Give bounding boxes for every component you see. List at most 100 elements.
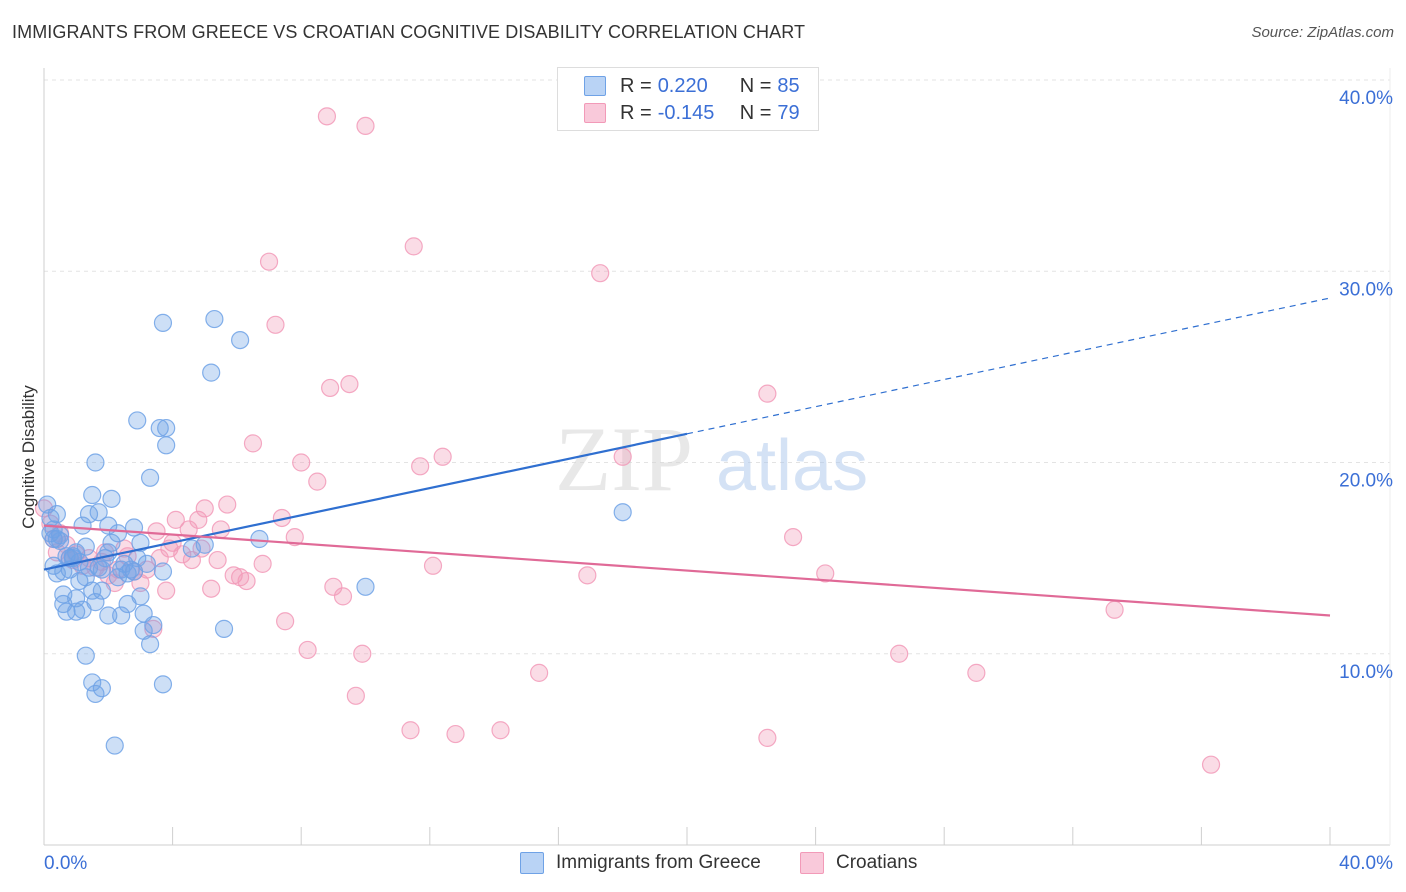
watermark: ZIP atlas [555, 408, 868, 510]
legend-swatch-croatians [584, 103, 606, 123]
data-point [266, 315, 285, 334]
data-point [157, 436, 176, 455]
legend-r-label: R = [620, 74, 652, 97]
data-point [308, 472, 327, 491]
legend-n-label: N = [739, 101, 772, 124]
data-point [411, 457, 430, 476]
data-point [57, 602, 76, 621]
data-point [317, 107, 337, 126]
data-point [76, 646, 95, 665]
data-point [404, 237, 423, 256]
data-point [214, 619, 234, 638]
data-point [76, 537, 95, 556]
data-point [231, 331, 250, 350]
chart-title: IMMIGRANTS FROM GREECE VS CROATIAN COGNI… [12, 22, 806, 42]
data-point [1201, 755, 1221, 774]
data-point [92, 581, 111, 600]
data-point [253, 554, 272, 573]
trend-line-greece [43, 432, 688, 571]
data-point [613, 503, 632, 522]
data-point [134, 621, 153, 640]
data-point [195, 499, 214, 518]
data-point [99, 606, 118, 625]
data-point [44, 520, 63, 539]
data-point [153, 675, 173, 694]
data-point [147, 522, 166, 541]
data-point [128, 411, 147, 430]
data-point [356, 577, 375, 596]
data-point [816, 564, 835, 583]
legend-r-label: R = [620, 101, 652, 124]
data-point [182, 539, 201, 558]
legend-item-greece[interactable]: Immigrants from Greece [520, 852, 761, 874]
data-point [86, 453, 105, 472]
data-point [131, 587, 150, 606]
data-point [211, 520, 230, 539]
legend-item-croatians[interactable]: Croatians [800, 852, 917, 874]
grid-lines [44, 79, 1390, 655]
data-point [112, 606, 131, 625]
data-point [67, 602, 86, 621]
watermark-zip: ZIP [555, 408, 693, 510]
x-tick-label: 0.0% [44, 853, 87, 874]
data-point [50, 531, 70, 551]
data-point [83, 673, 102, 692]
data-point [591, 264, 610, 283]
y-axis-label: Cognitive Disability [19, 385, 38, 529]
data-point [578, 566, 597, 585]
series-croatians [34, 107, 1221, 774]
data-point [285, 527, 304, 547]
data-point [346, 686, 365, 705]
data-point [73, 516, 92, 535]
trend-lines [43, 297, 1331, 617]
data-point [144, 615, 163, 635]
data-point [758, 728, 777, 748]
data-point [243, 434, 263, 453]
data-point [783, 527, 803, 547]
data-point [150, 418, 169, 438]
data-point [321, 378, 340, 398]
y-tick-label: 10.0% [1339, 662, 1393, 683]
legend-row-croatians: R = -0.145 N = 79 [584, 100, 800, 126]
x-tick-label: 40.0% [1339, 853, 1393, 874]
data-point [613, 447, 632, 466]
axes [43, 68, 1391, 846]
data-point [124, 518, 144, 537]
data-point [102, 489, 121, 508]
y-tick-label: 40.0% [1339, 88, 1393, 109]
y-tick-label: 30.0% [1339, 279, 1393, 300]
data-point [433, 447, 452, 466]
data-point [758, 384, 777, 403]
data-point [131, 533, 150, 552]
data-point [208, 550, 227, 570]
data-point [353, 644, 372, 663]
data-point [189, 510, 208, 529]
legend-label-greece: Immigrants from Greece [556, 852, 761, 873]
legend-label-croatians: Croatians [836, 852, 918, 873]
data-point [356, 116, 375, 136]
data-point [202, 363, 221, 382]
data-point [218, 495, 237, 514]
data-point [1105, 600, 1124, 619]
legend-swatch-greece [520, 852, 544, 874]
legend-swatch-croatians [800, 852, 824, 874]
legend-r-value: 0.220 [657, 74, 708, 97]
legend-n-value: 85 [777, 74, 800, 97]
source-label: Source: ZipAtlas.com [1251, 24, 1394, 41]
legend-n-value: 79 [777, 101, 800, 124]
data-point [86, 593, 105, 612]
data-point [298, 640, 317, 660]
watermark-atlas: atlas [716, 426, 868, 506]
data-point [67, 543, 86, 562]
y-tick-label: 20.0% [1339, 471, 1393, 492]
data-point [530, 663, 549, 682]
trend-line-greece-extension [686, 297, 1331, 435]
data-point [67, 589, 86, 608]
data-point [423, 556, 443, 575]
data-point [118, 564, 137, 583]
stats-legend: R = 0.220 N = 85 R = -0.145 N = 79 [557, 67, 819, 131]
data-point [47, 505, 66, 524]
data-point [446, 724, 465, 744]
data-point [324, 577, 343, 596]
